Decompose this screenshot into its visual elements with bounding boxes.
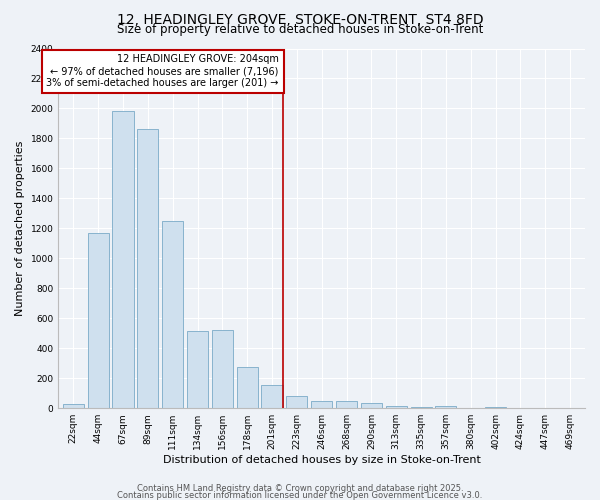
Text: 12 HEADINGLEY GROVE: 204sqm
← 97% of detached houses are smaller (7,196)
3% of s: 12 HEADINGLEY GROVE: 204sqm ← 97% of det… [46,54,279,88]
Bar [236,367,258,408]
Y-axis label: Number of detached properties: Number of detached properties [15,140,25,316]
Bar [262,385,283,408]
Bar [361,403,382,408]
Bar [436,406,457,408]
Bar [386,406,407,408]
Text: 12, HEADINGLEY GROVE, STOKE-ON-TRENT, ST4 8FD: 12, HEADINGLEY GROVE, STOKE-ON-TRENT, ST… [116,12,484,26]
Text: Contains public sector information licensed under the Open Government Licence v3: Contains public sector information licen… [118,490,482,500]
Bar [311,402,332,408]
Bar [137,130,158,408]
Bar [63,404,84,408]
Bar [88,233,109,408]
Bar [286,396,307,408]
Text: Contains HM Land Registry data © Crown copyright and database right 2025.: Contains HM Land Registry data © Crown c… [137,484,463,493]
Bar [336,402,357,408]
Bar [212,330,233,408]
Text: Size of property relative to detached houses in Stoke-on-Trent: Size of property relative to detached ho… [117,22,483,36]
Bar [112,112,134,408]
X-axis label: Distribution of detached houses by size in Stoke-on-Trent: Distribution of detached houses by size … [163,455,481,465]
Bar [187,331,208,408]
Bar [162,221,183,408]
